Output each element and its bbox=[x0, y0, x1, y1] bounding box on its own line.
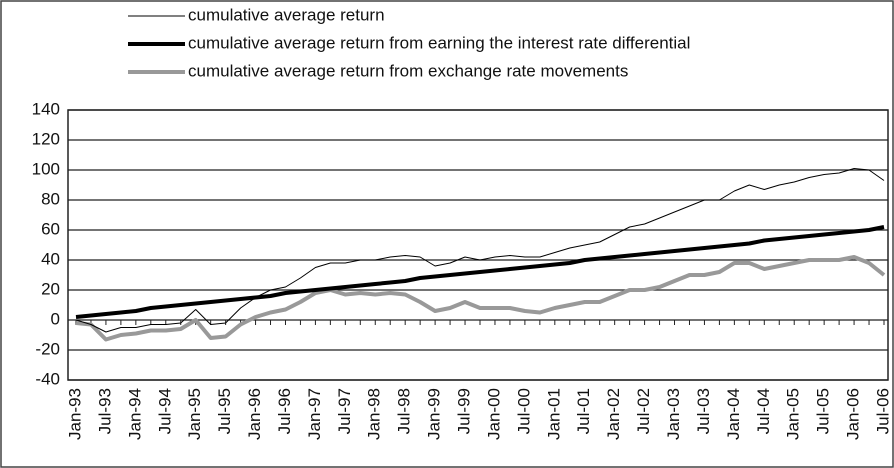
legend-label: cumulative average return bbox=[188, 5, 385, 24]
x-tick-label: Jan-00 bbox=[484, 388, 503, 440]
x-tick-label: Jul-98 bbox=[395, 388, 414, 434]
x-tick-label: Jul-97 bbox=[335, 388, 354, 434]
legend-label: cumulative average return from earning t… bbox=[188, 33, 690, 52]
y-tick-label: 20 bbox=[41, 279, 60, 298]
x-tick-label: Jan-95 bbox=[185, 388, 204, 440]
series-line bbox=[75, 255, 886, 342]
x-tick-label: Jul-99 bbox=[455, 388, 474, 434]
x-tick-label: Jul-01 bbox=[574, 388, 593, 434]
x-tick-label: Jan-93 bbox=[65, 388, 84, 440]
x-tick-label: Jul-03 bbox=[694, 388, 713, 434]
y-tick-label: 80 bbox=[41, 189, 60, 208]
x-tick-label: Jan-06 bbox=[844, 388, 863, 440]
x-tick-label: Jan-03 bbox=[664, 388, 683, 440]
y-tick-label: 100 bbox=[32, 159, 60, 178]
x-tick-label: Jul-94 bbox=[155, 388, 174, 434]
y-tick-label: 140 bbox=[32, 99, 60, 118]
x-tick-label: Jan-02 bbox=[604, 388, 623, 440]
x-tick-label: Jan-94 bbox=[125, 388, 144, 440]
x-tick-label: Jul-05 bbox=[814, 388, 833, 434]
y-tick-label: 60 bbox=[41, 219, 60, 238]
x-tick-label: Jan-01 bbox=[544, 388, 563, 440]
x-tick-label: Jul-95 bbox=[215, 388, 234, 434]
y-tick-label: -40 bbox=[35, 369, 60, 388]
x-tick-label: Jul-02 bbox=[634, 388, 653, 434]
x-tick-label: Jan-99 bbox=[425, 388, 444, 440]
series-line bbox=[75, 225, 885, 319]
legend-label: cumulative average return from exchange … bbox=[188, 61, 628, 80]
x-tick-label: Jan-98 bbox=[365, 388, 384, 440]
x-tick-label: Jul-00 bbox=[514, 388, 533, 434]
y-tick-label: 40 bbox=[41, 249, 60, 268]
x-tick-label: Jan-04 bbox=[724, 388, 743, 440]
y-tick-label: 0 bbox=[51, 309, 60, 328]
y-tick-label: -20 bbox=[35, 339, 60, 358]
y-tick-label: 120 bbox=[32, 129, 60, 148]
series-line bbox=[75, 168, 885, 333]
x-tick-label: Jan-96 bbox=[245, 388, 264, 440]
x-tick-label: Jul-06 bbox=[873, 388, 892, 434]
x-tick-label: Jan-05 bbox=[784, 388, 803, 440]
x-tick-label: Jul-96 bbox=[275, 388, 294, 434]
x-tick-label: Jul-04 bbox=[754, 388, 773, 434]
x-tick-label: Jul-93 bbox=[95, 388, 114, 434]
x-tick-label: Jan-97 bbox=[305, 388, 324, 440]
